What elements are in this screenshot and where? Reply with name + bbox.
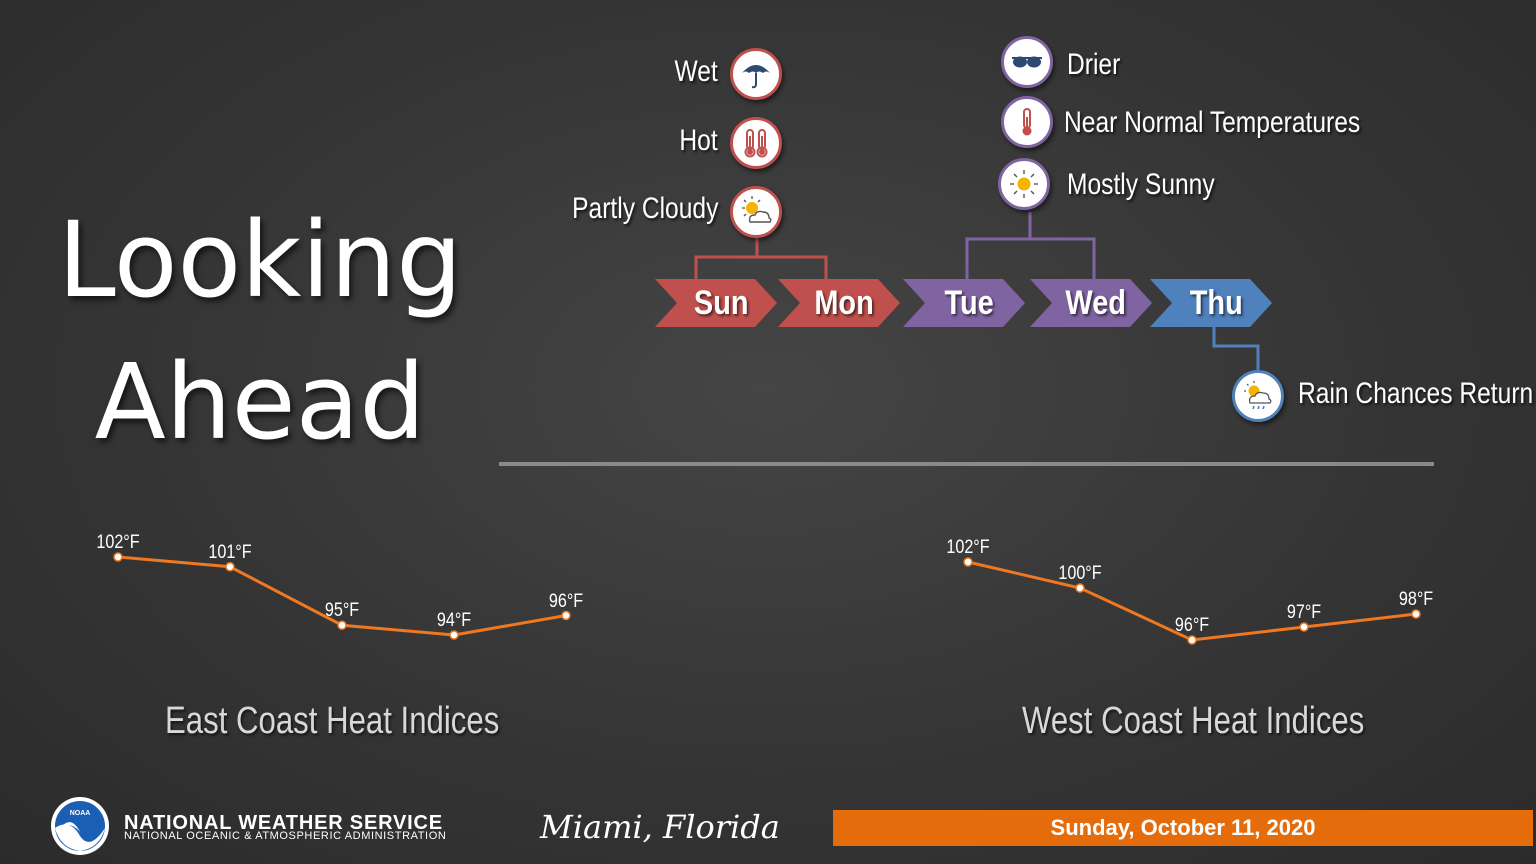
- title-line-1: Looking: [57, 199, 463, 321]
- condition-partly-cloudy-label: Partly Cloudy: [571, 192, 718, 225]
- rain-sun-icon: [1232, 370, 1284, 422]
- west-point-label-1: 100°F: [1058, 563, 1102, 584]
- east-point-2: [337, 620, 347, 630]
- west-point-label-2: 96°F: [1174, 615, 1210, 636]
- east-point-1: [225, 562, 235, 572]
- thermometer-hot-icon: [730, 117, 782, 169]
- east-point-label-1: 101°F: [208, 541, 252, 563]
- nws-name: NATIONAL WEATHER SERVICE: [124, 812, 443, 834]
- partly-cloudy-icon: [730, 186, 782, 238]
- east-point-label-3: 94°F: [436, 610, 472, 631]
- west-point-4: [1411, 609, 1421, 619]
- sun-mon-bracket: [694, 255, 828, 285]
- title-line-2: Ahead: [94, 341, 426, 463]
- west-point-label-3: 97°F: [1286, 602, 1322, 623]
- umbrella-icon: [730, 48, 782, 100]
- west-point-label-4: 98°F: [1398, 589, 1434, 610]
- thu-stem: [1212, 318, 1260, 370]
- west-point-label-0: 102°F: [946, 537, 990, 558]
- east-point-label-2: 95°F: [324, 600, 360, 622]
- condition-hot-label: Hot: [679, 124, 718, 157]
- west-point-0: [963, 557, 973, 567]
- east-point-label-0: 102°F: [96, 532, 140, 553]
- condition-drier-label: Drier: [1067, 48, 1121, 81]
- noaa-logo: NOAA: [50, 796, 110, 856]
- thermometer-icon: [1001, 96, 1053, 148]
- east-point-4: [561, 610, 571, 621]
- west-chart-title: West Coast Heat Indices: [1022, 700, 1365, 742]
- condition-near-normal-label: Near Normal Temperatures: [1064, 106, 1361, 139]
- day-thu: Thu: [1150, 279, 1272, 327]
- east-point-0: [113, 552, 123, 562]
- condition-mostly-sunny-label: Mostly Sunny: [1067, 168, 1215, 201]
- sunglasses-icon: [1001, 36, 1053, 88]
- noaa-subtitle: NATIONAL OCEANIC & ATMOSPHERIC ADMINISTR…: [124, 830, 447, 842]
- west-point-2: [1187, 635, 1197, 645]
- east-point-label-4: 96°F: [548, 590, 584, 612]
- west-point-1: [1075, 583, 1085, 593]
- sun-icon: [998, 158, 1050, 210]
- day-sun: Sun: [655, 279, 777, 327]
- section-divider: [499, 462, 1434, 466]
- office-location: Miami, Florida: [540, 808, 780, 846]
- west-point-3: [1299, 622, 1309, 632]
- condition-rain-label: Rain Chances Return: [1298, 377, 1534, 410]
- date-banner: Sunday, October 11, 2020: [833, 810, 1533, 846]
- east-point-3: [449, 630, 459, 640]
- east-chart-title: East Coast Heat Indices: [165, 700, 500, 742]
- condition-wet-label: Wet: [674, 55, 718, 88]
